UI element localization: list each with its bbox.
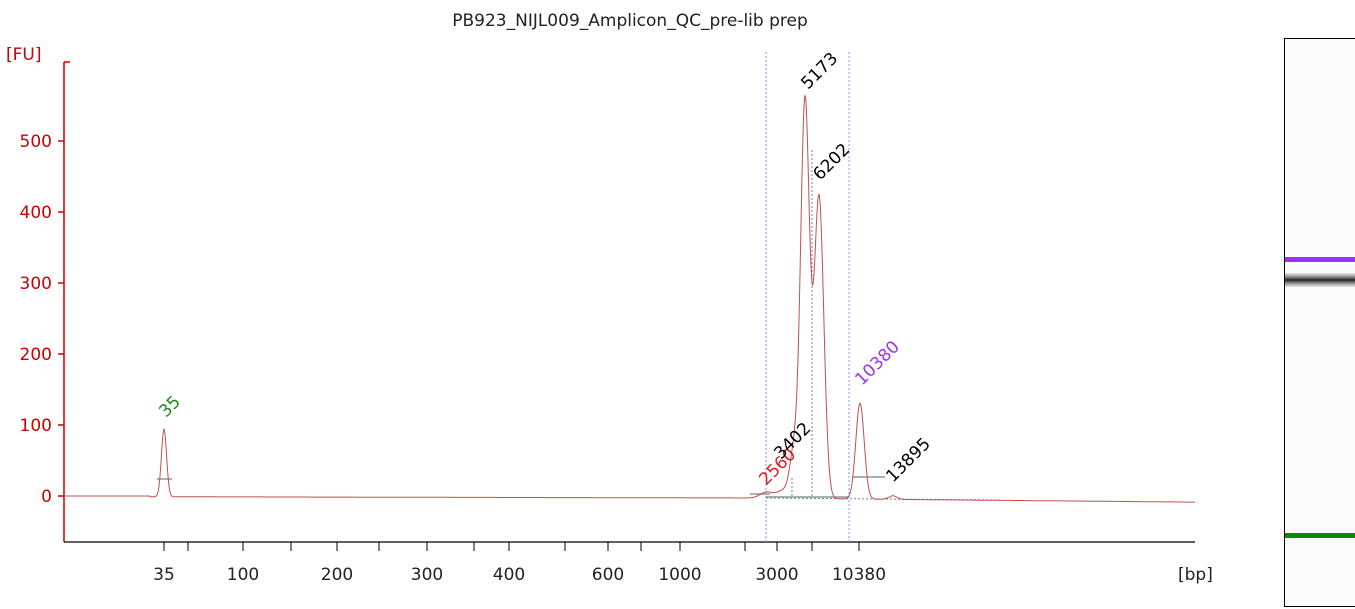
y-tick-label: 400: [20, 203, 52, 223]
x-tick-label: 100: [227, 565, 259, 585]
electropherogram-trace: [64, 95, 1195, 503]
x-tick-label: 3000: [755, 565, 798, 585]
x-tick-label: 10380: [832, 565, 886, 585]
y-tick-label: 200: [20, 345, 52, 365]
gel-band-upper-marker-band: [1285, 257, 1355, 262]
x-tick-label: 400: [493, 565, 525, 585]
y-tick-label: 300: [20, 274, 52, 294]
peak-label-13895: 13895: [882, 434, 934, 486]
x-tick-label: 35: [153, 565, 175, 585]
x-tick-label: 300: [411, 565, 443, 585]
y-tick-label: 500: [20, 132, 52, 152]
chart-title: PB923_NIJL009_Amplicon_QC_pre-lib prep: [452, 11, 808, 31]
trace-layer: [64, 95, 1195, 503]
x-tick-label: 1000: [658, 565, 701, 585]
gel-band-lower-marker-band: [1285, 533, 1355, 538]
x-tick-label: 200: [321, 565, 353, 585]
electropherogram-plot: PB923_NIJL009_Amplicon_QC_pre-lib prep […: [6, 11, 1213, 585]
peak-label-35: 35: [155, 392, 184, 421]
x-tick-label: 600: [592, 565, 624, 585]
peak-label-10380: 10380: [851, 337, 903, 389]
axes: 0 100 200 300 400 500 35 100 200 300 400 600 1000 300…: [20, 61, 1195, 585]
y-axis-label: [FU]: [6, 45, 42, 65]
x-axis-label: [bp]: [1178, 565, 1213, 585]
region-lines: [157, 52, 1001, 542]
peak-label-6202: 6202: [809, 140, 854, 185]
peak-label-5173: 5173: [797, 49, 842, 94]
gel-image-panel: [1284, 38, 1355, 607]
gel-band-sample-band: [1285, 273, 1355, 287]
y-tick-label: 100: [20, 416, 52, 436]
y-tick-label: 0: [41, 487, 52, 507]
